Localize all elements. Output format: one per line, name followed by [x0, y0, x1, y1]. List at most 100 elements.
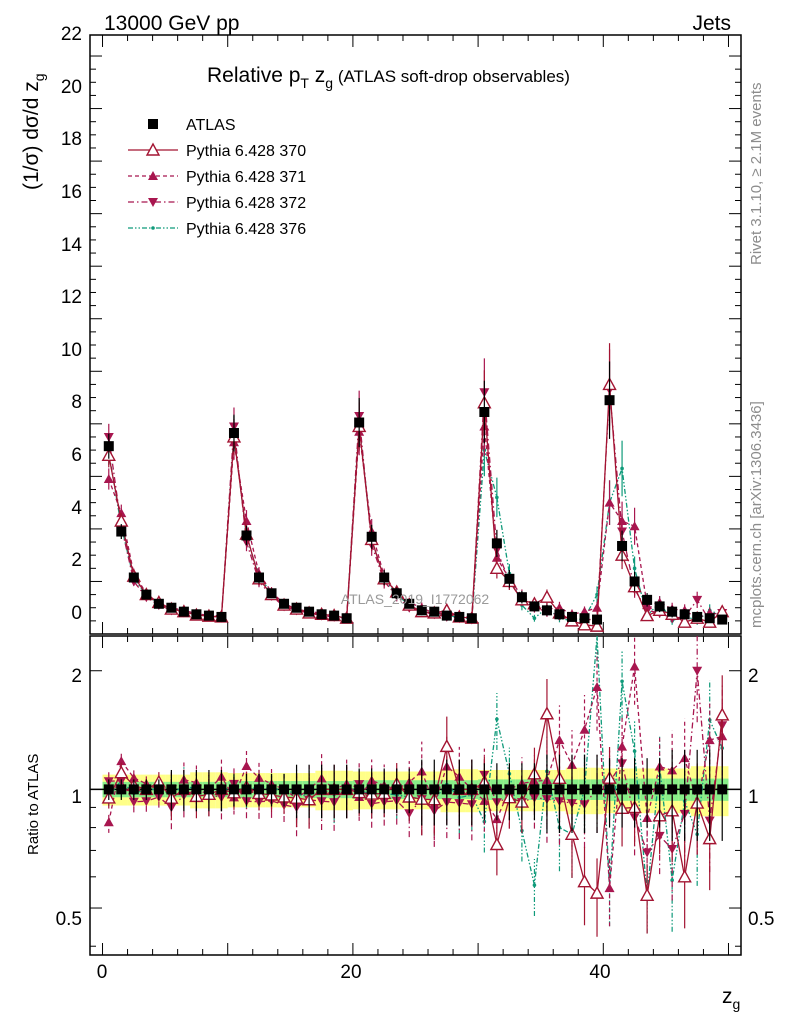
- ratio-point: [639, 887, 655, 902]
- ratio-point: [304, 784, 315, 795]
- ytick-label-16: 16: [61, 182, 82, 203]
- data-point: [632, 566, 637, 571]
- legend-marker: [151, 226, 155, 230]
- data-point: [404, 598, 415, 609]
- ratio-point: [466, 784, 477, 795]
- ratio-line: [108, 670, 723, 854]
- data-point: [604, 395, 615, 406]
- ratio-point: [279, 784, 290, 795]
- ratio-point: [489, 837, 505, 851]
- data-point: [304, 606, 315, 617]
- ratio-series-0: [103, 749, 728, 841]
- main-series: [101, 343, 730, 632]
- ratio-point: [341, 784, 352, 795]
- ratio-point: [114, 765, 129, 779]
- data-point: [539, 589, 555, 603]
- data-point: [241, 530, 252, 541]
- axes-frame: [89, 34, 742, 956]
- ratio-point: [617, 784, 628, 795]
- ratio-point: [241, 760, 252, 770]
- data-point: [254, 572, 265, 583]
- data-point: [266, 588, 277, 599]
- ratio-point: [203, 784, 214, 795]
- ratio-point: [529, 784, 540, 795]
- ytick-label-0: 0: [71, 603, 82, 624]
- ytick-label-6: 6: [71, 445, 82, 466]
- ratio-point: [178, 784, 189, 795]
- tick-labels: 0 2 4 6 8 10 12 14 16 18 20 22 0.5 1 2 0…: [56, 24, 775, 983]
- ratio-point: [454, 784, 465, 795]
- ratio-point: [592, 784, 603, 795]
- ratio-point: [670, 878, 674, 883]
- data-point: [504, 573, 515, 584]
- data-point: [166, 602, 177, 613]
- ratio-point: [532, 883, 537, 887]
- ratio-point: [679, 784, 690, 795]
- data-point: [366, 531, 377, 542]
- ratio-point: [404, 784, 415, 795]
- ratio-point: [604, 883, 615, 893]
- ratio-point: [541, 784, 552, 795]
- ratio-point: [629, 784, 640, 795]
- data-point: [341, 613, 352, 624]
- ratio-point: [216, 784, 227, 795]
- ratio-point: [354, 784, 365, 795]
- data-point: [416, 605, 427, 616]
- ratio-point: [479, 784, 490, 795]
- data-point: [577, 617, 592, 631]
- data-point: [178, 606, 189, 617]
- ratio-point: [191, 784, 202, 795]
- data-point: [592, 614, 603, 625]
- ratio-ytick-0.5-right: 0.5: [748, 909, 774, 930]
- ratio-point: [116, 756, 127, 766]
- data-point: [541, 605, 552, 616]
- ratio-ytick-2: 2: [71, 666, 82, 687]
- ratio-point: [103, 817, 114, 827]
- data-point: [103, 473, 114, 483]
- legend-label-371: Pythia 6.428 371: [186, 169, 306, 186]
- ratio-point: [516, 784, 527, 795]
- data-point: [241, 516, 252, 526]
- ratio-point: [579, 724, 590, 734]
- data-point: [203, 610, 214, 621]
- main-frame: [89, 34, 742, 635]
- main-title: Relative pT zg (ATLAS soft-drop observab…: [207, 64, 570, 91]
- ratio-ytick-2-right: 2: [748, 666, 759, 687]
- data-point: [516, 592, 527, 603]
- x-axis-label: zg: [722, 985, 740, 1012]
- ratio-point: [692, 784, 703, 795]
- xtick-label-20: 20: [340, 962, 361, 983]
- ratio-point: [291, 784, 302, 795]
- data-point: [566, 611, 577, 622]
- ytick-label-10: 10: [61, 340, 82, 361]
- data-point: [554, 609, 565, 620]
- ratio-point: [617, 741, 628, 751]
- ratio-ytick-1: 1: [71, 787, 82, 808]
- data-point: [316, 609, 327, 620]
- ratio-point: [166, 784, 177, 795]
- ytick-label-12: 12: [61, 287, 82, 308]
- watermark: ATLAS_2019_I1772062: [341, 591, 490, 607]
- data-point: [141, 589, 152, 600]
- data-point: [692, 611, 703, 622]
- data-point: [216, 611, 227, 622]
- legend-marker: [145, 142, 161, 156]
- data-point: [379, 572, 390, 583]
- data-point: [329, 610, 340, 621]
- ratio-point: [128, 797, 139, 807]
- ratio-point: [579, 784, 590, 795]
- ratio-point: [717, 784, 728, 795]
- data-point: [692, 595, 703, 605]
- ratio-point: [329, 784, 340, 795]
- data-point: [642, 594, 653, 605]
- data-point: [617, 540, 628, 551]
- data-point: [491, 538, 502, 549]
- ytick-label-8: 8: [71, 392, 82, 413]
- ratio-point: [667, 784, 678, 795]
- ratio-point: [153, 784, 164, 795]
- ratio-point: [692, 666, 703, 676]
- ratio-point: [589, 885, 605, 899]
- data-point: [589, 618, 605, 632]
- data-point: [441, 610, 452, 621]
- ratio-point: [554, 735, 565, 745]
